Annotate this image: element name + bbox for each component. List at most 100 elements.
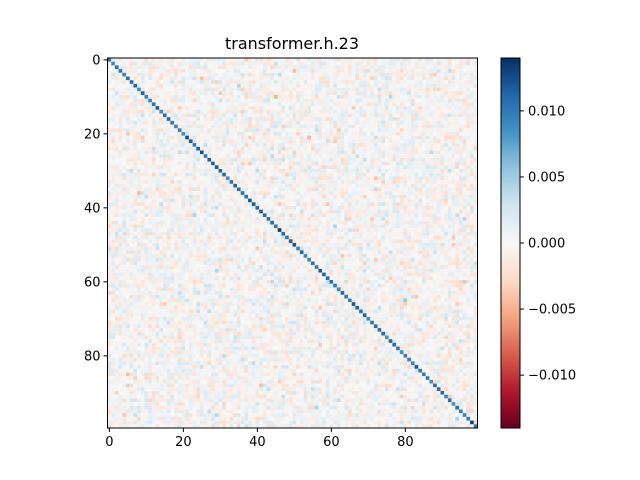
heatmap-cell <box>163 202 167 207</box>
heatmap-cell <box>137 135 141 140</box>
heatmap-cell <box>155 224 160 229</box>
heatmap-cell <box>177 217 182 221</box>
heatmap-cell <box>177 235 182 240</box>
heatmap-cell <box>366 213 371 218</box>
heatmap-cell <box>188 239 193 244</box>
heatmap-cell <box>362 106 367 110</box>
heatmap-cell <box>466 91 471 96</box>
heatmap-cell <box>396 109 400 114</box>
heatmap-cell <box>126 202 130 207</box>
heatmap-cell <box>166 231 171 236</box>
heatmap-cell <box>203 58 208 62</box>
heatmap-cell <box>329 102 334 107</box>
heatmap-cell <box>333 165 337 170</box>
heatmap-cell <box>111 209 115 214</box>
heatmap-cell <box>237 213 241 218</box>
heatmap-cell <box>336 102 341 107</box>
heatmap-cell <box>447 157 452 162</box>
heatmap-cell <box>429 109 434 114</box>
heatmap-cell <box>418 72 423 77</box>
heatmap-cell <box>166 206 171 210</box>
heatmap-cell <box>281 128 286 133</box>
heatmap-cell <box>181 58 186 62</box>
heatmap-cell <box>233 176 238 181</box>
heatmap-cell <box>410 154 415 158</box>
heatmap-cell <box>144 213 149 218</box>
heatmap-cell <box>274 172 278 177</box>
heatmap-cell <box>459 209 463 214</box>
heatmap-cell <box>385 120 389 125</box>
heatmap-cell <box>373 217 378 221</box>
heatmap-cell <box>373 157 378 162</box>
heatmap-cell <box>148 191 152 195</box>
heatmap-cell <box>396 143 400 147</box>
heatmap-cell <box>348 109 352 114</box>
heatmap-cell <box>436 61 441 66</box>
heatmap-cell <box>207 183 212 188</box>
heatmap-cell <box>207 139 212 144</box>
heatmap-cell <box>325 120 330 125</box>
heatmap-cell <box>274 165 278 170</box>
heatmap-cell <box>151 76 156 81</box>
heatmap-cell <box>251 228 256 232</box>
heatmap-cell <box>355 65 360 70</box>
heatmap-cell <box>322 146 326 151</box>
heatmap-cell <box>140 124 145 129</box>
heatmap-cell <box>266 135 271 140</box>
heatmap-cell <box>307 239 312 244</box>
heatmap-cell <box>207 217 212 221</box>
heatmap-cell <box>114 180 119 184</box>
heatmap-cell <box>359 135 363 140</box>
heatmap-cell <box>163 120 167 125</box>
heatmap-cell <box>151 157 156 162</box>
heatmap-cell <box>177 191 182 195</box>
heatmap-cell <box>207 191 212 195</box>
heatmap-cell <box>151 169 156 173</box>
heatmap-cell <box>159 83 164 88</box>
heatmap-cell <box>133 106 138 110</box>
heatmap-cell <box>140 139 145 144</box>
heatmap-cell <box>170 139 175 144</box>
heatmap-cell <box>329 146 334 151</box>
heatmap-cell <box>292 58 297 62</box>
heatmap-cell <box>359 58 363 62</box>
heatmap-cell <box>370 202 374 207</box>
heatmap-cell <box>299 132 304 136</box>
heatmap-cell <box>348 209 352 214</box>
heatmap-cell <box>314 65 319 70</box>
heatmap-cell <box>462 220 467 225</box>
heatmap-cell <box>262 98 267 103</box>
heatmap-cell <box>126 191 130 195</box>
heatmap-cell <box>314 165 319 170</box>
heatmap-cell <box>237 165 241 170</box>
heatmap-cell <box>211 228 215 232</box>
heatmap-cell <box>222 69 226 73</box>
heatmap-cell <box>148 180 152 184</box>
heatmap-cell <box>118 87 123 92</box>
heatmap-cell <box>318 83 323 88</box>
heatmap-cell <box>388 154 393 158</box>
heatmap-cell <box>177 72 182 77</box>
heatmap-cell <box>237 72 241 77</box>
heatmap-cell <box>229 102 234 107</box>
heatmap-cell <box>459 113 463 118</box>
heatmap-cell <box>292 69 297 73</box>
heatmap-cell <box>229 239 234 244</box>
heatmap-cell <box>407 109 411 114</box>
heatmap-cell <box>137 157 141 162</box>
heatmap-cell <box>410 102 415 107</box>
heatmap-cell <box>255 176 260 181</box>
heatmap-cell <box>381 58 386 62</box>
heatmap-cell <box>325 117 330 121</box>
heatmap-cell <box>348 235 352 240</box>
heatmap-cell <box>311 124 315 129</box>
heatmap-cell <box>425 183 430 188</box>
heatmap-cell <box>207 87 212 92</box>
heatmap-cell <box>225 235 230 240</box>
heatmap-cell <box>229 194 234 199</box>
heatmap-cell <box>214 117 219 121</box>
heatmap-cell <box>329 180 334 184</box>
heatmap-cell <box>188 172 193 177</box>
heatmap-cell <box>140 98 145 103</box>
heatmap-cell <box>229 217 234 221</box>
